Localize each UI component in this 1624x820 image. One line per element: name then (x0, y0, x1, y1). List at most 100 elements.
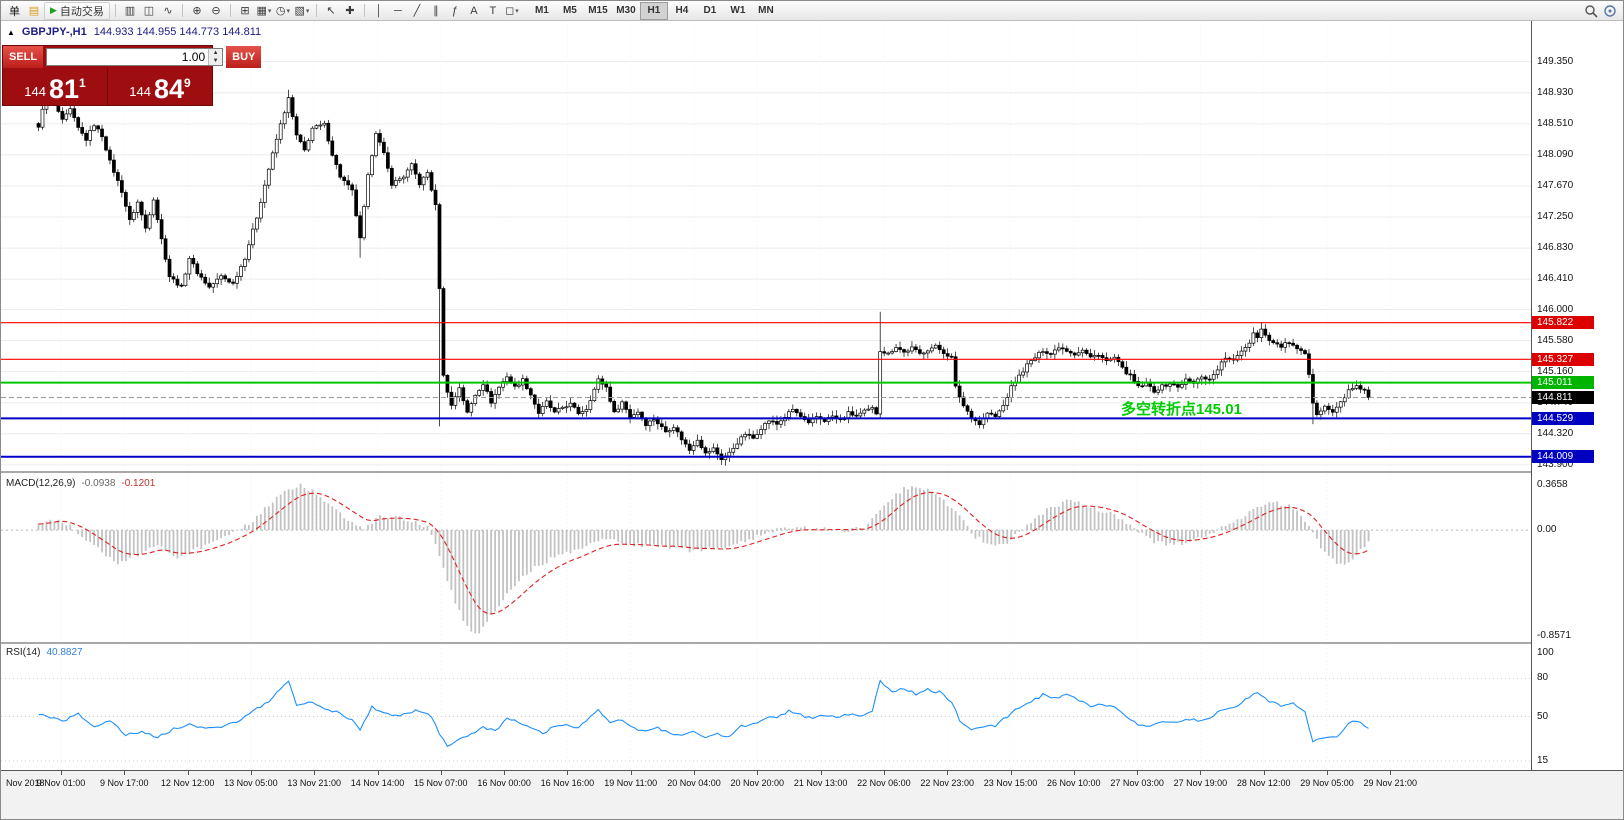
time-axis-tick (1390, 771, 1392, 775)
indicators-icon[interactable]: ▦ ▾ (256, 5, 272, 17)
trendline-icon[interactable]: ╱ (413, 5, 421, 17)
time-axis-label: 28 Nov 12:00 (1236, 778, 1291, 788)
line-chart-icon[interactable]: ∿ (163, 5, 173, 17)
price-axis[interactable]: 149.350 148.930 148.510 148.090 147.670 147.2… (1531, 21, 1623, 770)
rsi-axis-label: 50 (1537, 710, 1549, 722)
time-axis-tick (947, 771, 949, 775)
timeframe-H1[interactable]: H1 (639, 1, 668, 20)
periods-icon[interactable]: ◷ ▾ (275, 5, 290, 17)
sell-price[interactable]: 144 81 1 (3, 68, 108, 105)
time-axis-label: 20 Nov 20:00 (730, 778, 785, 788)
symbol-info-bar: ▲ GBPJPY-,H1 144.933 144.955 144.773 144… (7, 26, 261, 38)
timeframe-W1[interactable]: W1 (730, 5, 746, 16)
horizontal-line-icon[interactable]: ─ (394, 4, 402, 17)
time-axis-label: 19 Nov 11:00 (604, 778, 658, 788)
buy-price-prefix: 144 (129, 84, 151, 99)
price-axis-label: 147.250 (1537, 211, 1574, 223)
orders-menu-item[interactable]: 单 (9, 5, 20, 18)
time-axis-tick (694, 771, 695, 775)
volume-down-button[interactable]: ▼ (209, 57, 223, 65)
templates-icon[interactable]: ▧ ▾ (294, 5, 310, 17)
macd-separator[interactable] (1, 471, 1623, 473)
time-axis-label: Nov 2018 (6, 778, 45, 788)
time-axis-tick (1327, 771, 1328, 775)
tile-windows-icon[interactable]: ⊞ (240, 5, 250, 17)
time-axis-label: 29 Nov 21:00 (1363, 778, 1418, 788)
crosshair-icon[interactable]: ✚ (345, 5, 355, 17)
buy-price[interactable]: 144 84 9 (108, 68, 212, 105)
vertical-line-icon[interactable]: │ (375, 4, 383, 17)
label-icon[interactable]: T (489, 4, 497, 17)
fibonacci-icon[interactable]: ƒ (451, 4, 458, 17)
time-axis-label: 9 Nov 01:00 (36, 778, 86, 788)
candlestick-chart-icon[interactable]: ◫ (143, 5, 155, 17)
volume-up-button[interactable]: ▲ (209, 49, 223, 57)
rsi-panel[interactable] (1, 644, 1531, 770)
symbol-marker-icon: ▲ (7, 27, 15, 37)
macd-axis-label: -0.8571 (1537, 630, 1571, 642)
assistant-icon[interactable] (1601, 3, 1619, 19)
search-icon[interactable] (1582, 3, 1600, 19)
sell-button[interactable]: SELL (3, 46, 44, 68)
time-axis-tick (377, 771, 379, 775)
zoom-out-icon[interactable]: ⊖ (211, 5, 221, 17)
bar-chart-icon[interactable]: ▥ (124, 5, 136, 17)
rsi-axis-label: 15 (1537, 754, 1549, 766)
time-axis-tick (1137, 771, 1139, 775)
price-axis-label: 145.160 (1537, 365, 1574, 377)
timeframe-MN[interactable]: MN (758, 5, 774, 16)
folder-icon[interactable]: ▤ (28, 5, 40, 17)
time-axis-tick (883, 771, 885, 775)
symbol-label: GBPJPY-,H1 (21, 26, 87, 38)
timeframe-M1[interactable]: M1 (534, 5, 549, 16)
time-axis-label: 27 Nov 03:00 (1110, 778, 1164, 788)
toolbar-separator (181, 4, 183, 17)
macd-name: MACD(12,26,9) (6, 478, 76, 489)
shapes-icon[interactable]: ◻ ▾ (505, 5, 519, 17)
price-axis-label: 143.900 (1537, 458, 1574, 470)
time-axis-tick (440, 771, 442, 775)
time-axis-tick (504, 771, 506, 775)
time-axis-label: 22 Nov 06:00 (857, 778, 911, 788)
time-axis-label: 27 Nov 19:00 (1173, 778, 1228, 788)
price-axis-label: 148.510 (1537, 117, 1574, 129)
auto-trading-button[interactable]: ▶ 自动交易 (44, 1, 110, 20)
rsi-label: RSI(14) 40.8827 (6, 647, 83, 658)
buy-button[interactable]: BUY (226, 46, 262, 68)
time-axis-tick (1200, 771, 1202, 775)
time-axis-tick (1073, 771, 1075, 775)
toolbar-separator (229, 4, 231, 17)
macd-main-value: -0.0938 (81, 478, 116, 489)
rsi-name: RSI(14) (6, 647, 41, 658)
rsi-axis-label: 100 (1537, 647, 1554, 658)
macd-axis-label: 0.3658 (1537, 479, 1568, 490)
timeframe-M15[interactable]: M15 (588, 5, 608, 16)
time-axis-tick (124, 771, 126, 775)
time-axis-tick (630, 771, 632, 775)
time-axis-label: 21 Nov 13:00 (793, 778, 848, 788)
timeframe-D1[interactable]: D1 (703, 5, 717, 16)
time-axis-label: 13 Nov 21:00 (287, 778, 341, 788)
buy-price-big: 84 (153, 74, 185, 104)
text-icon[interactable]: A (470, 4, 478, 17)
price-line-label: 144.811 (1532, 390, 1594, 404)
timeframe-H4[interactable]: H4 (675, 5, 689, 16)
zoom-in-icon[interactable]: ⊕ (192, 5, 202, 17)
macd-panel[interactable] (1, 475, 1531, 643)
price-axis-label: 147.670 (1537, 179, 1574, 191)
cursor-icon[interactable]: ↖ (326, 5, 336, 17)
price-chart[interactable] (1, 21, 1531, 473)
one-click-trading-panel: SELL ▲ ▼ BUY 144 81 1 144 84 9 (2, 45, 262, 106)
timeframe-M30[interactable]: M30 (616, 5, 636, 16)
timeframe-M5[interactable]: M5 (562, 5, 577, 16)
macd-label: MACD(12,26,9) -0.0938 -0.1201 (6, 478, 155, 489)
time-axis[interactable]: Nov 2018 9 Nov 01:00 9 Nov 17:00 12 Nov 12:… (1, 770, 1623, 819)
sell-price-prefix: 144 (24, 84, 46, 99)
rsi-separator[interactable] (1, 642, 1623, 644)
time-axis-label: 14 Nov 14:00 (350, 778, 405, 788)
price-axis-label: 145.580 (1537, 334, 1574, 346)
time-axis-label: 12 Nov 12:00 (160, 778, 215, 788)
volume-input[interactable] (47, 49, 209, 65)
channel-icon[interactable]: ∥ (433, 5, 439, 17)
